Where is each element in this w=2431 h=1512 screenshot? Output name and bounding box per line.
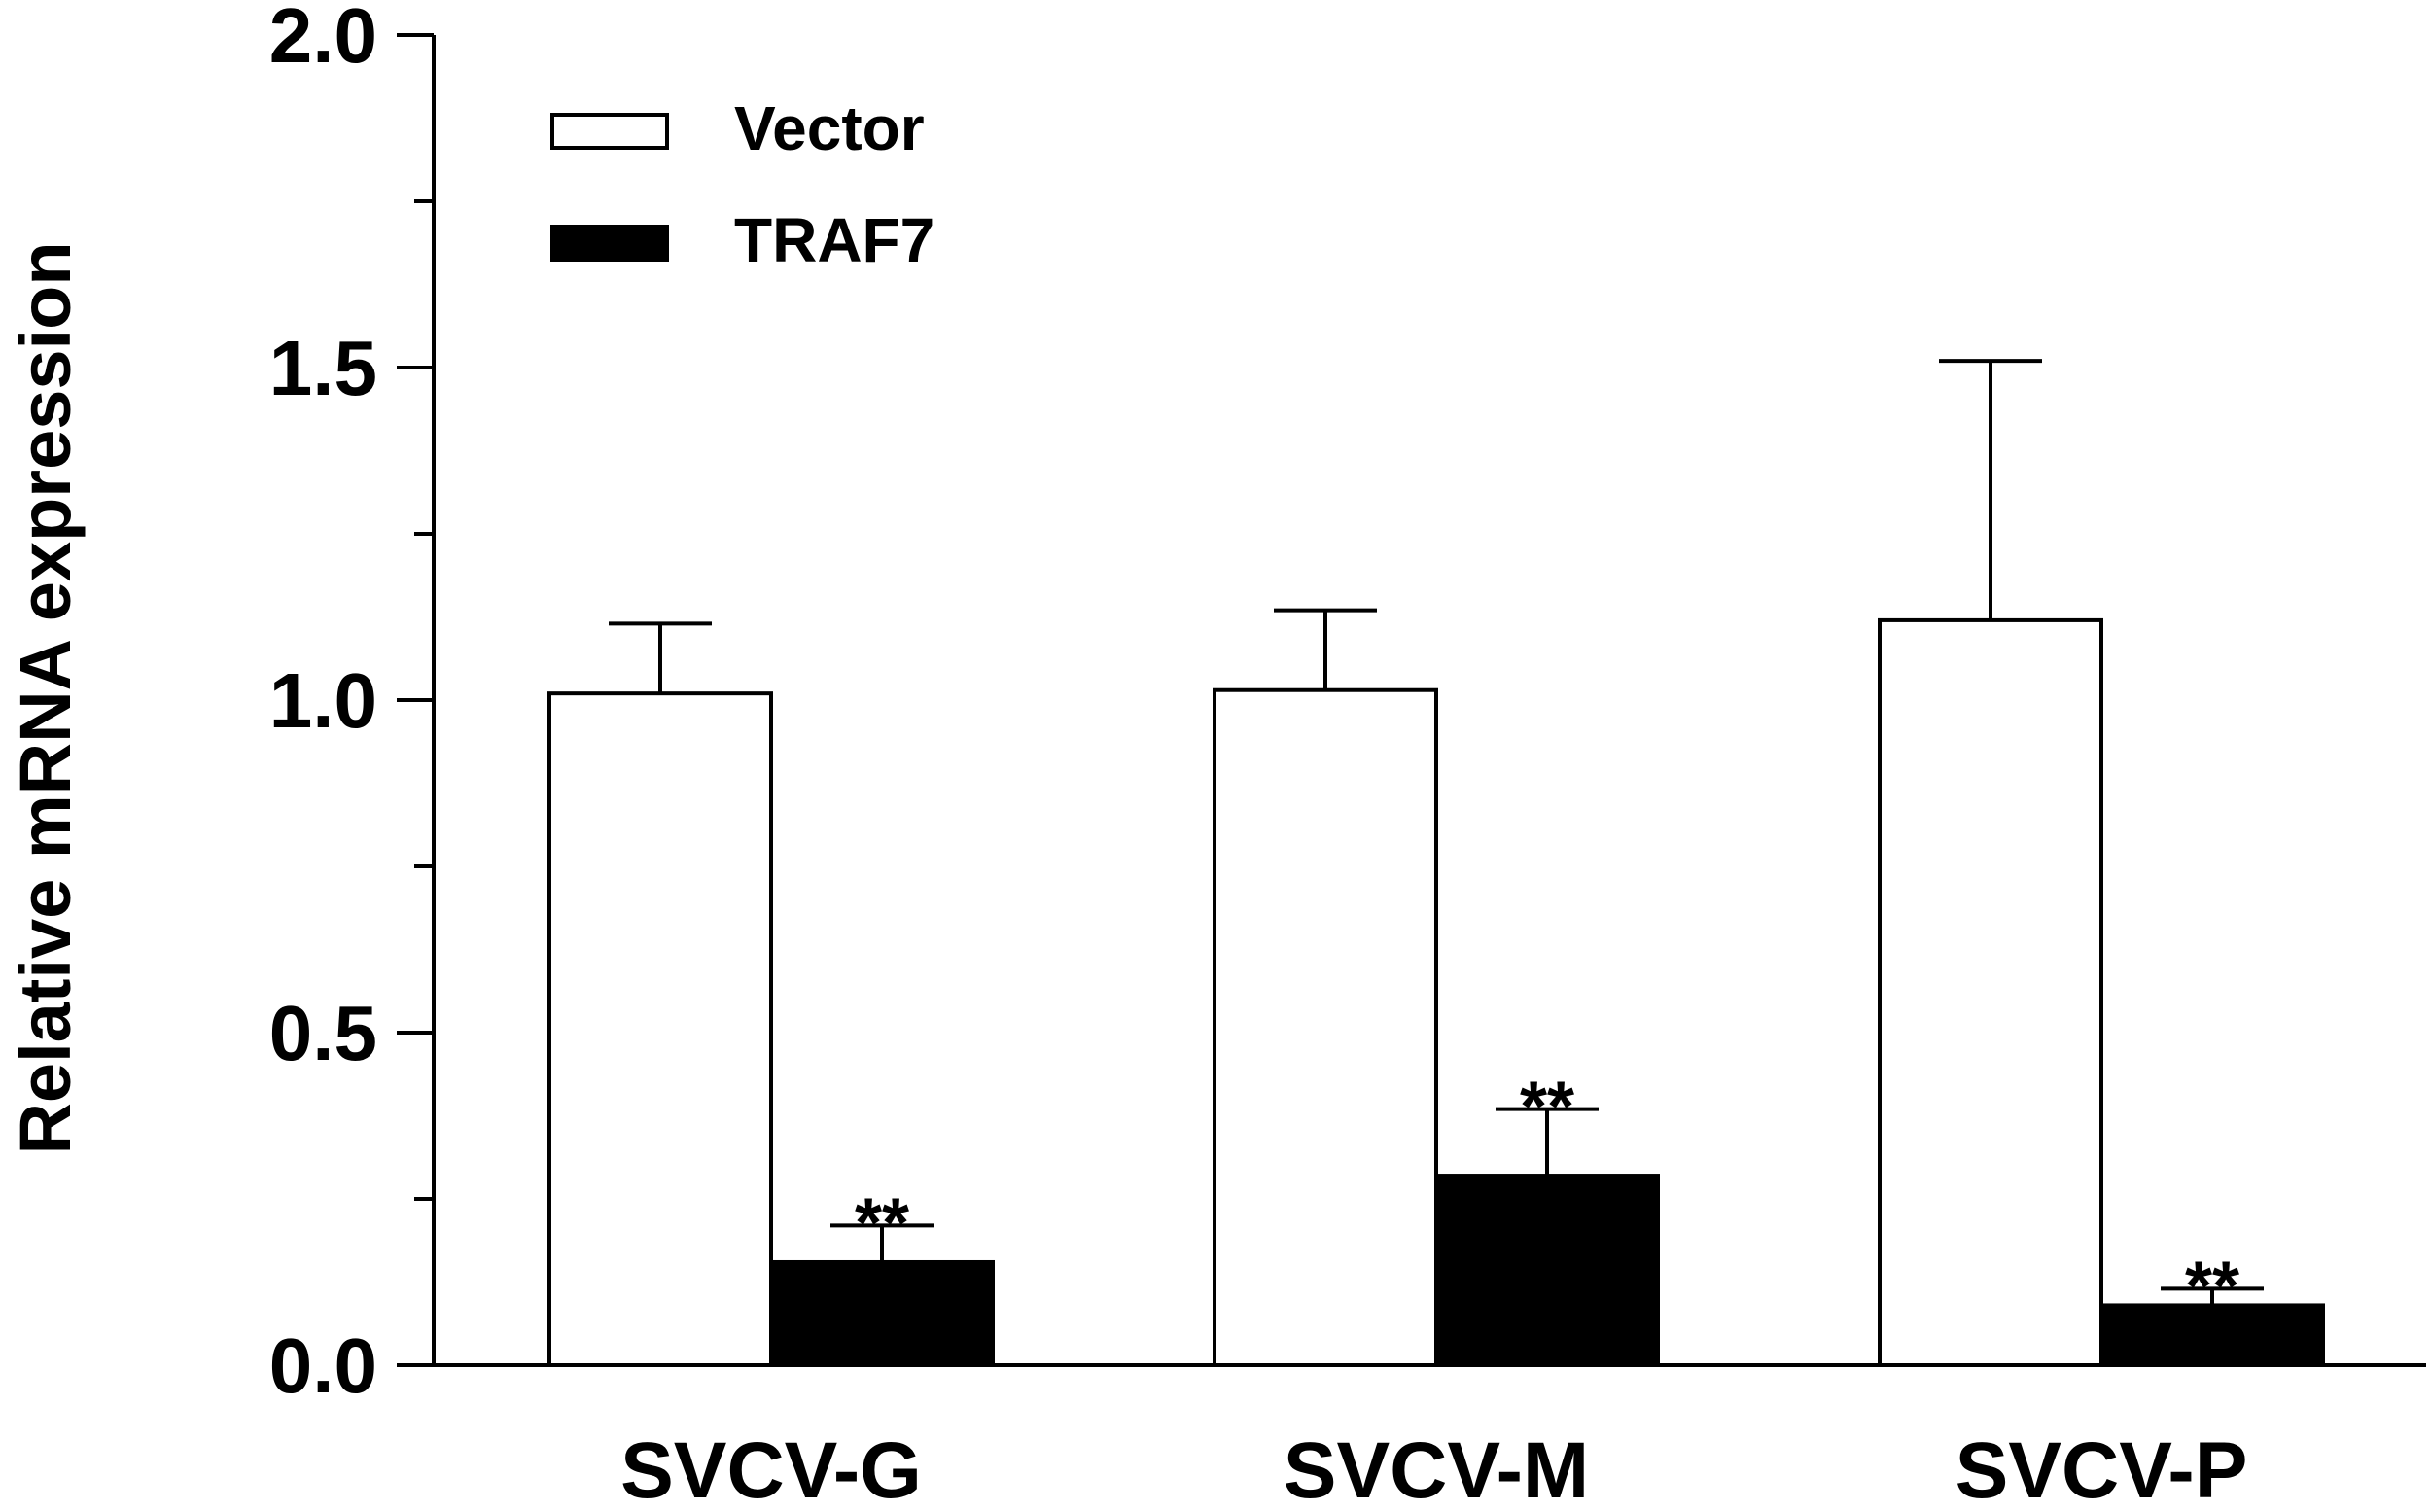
significance-marker: ** bbox=[855, 1184, 909, 1262]
bar-traf7-svcv-p bbox=[2099, 1303, 2325, 1367]
bar-traf7-svcv-g bbox=[769, 1259, 995, 1367]
bar-traf7-svcv-m bbox=[1434, 1174, 1660, 1368]
bar-vector-svcv-p bbox=[1878, 617, 2103, 1367]
legend-label-traf7: TRAF7 bbox=[734, 205, 934, 275]
legend-label-vector: Vector bbox=[734, 93, 925, 163]
significance-annotations: ** ** ** bbox=[855, 1069, 2239, 1326]
bar-vector-svcv-g bbox=[547, 691, 773, 1367]
y-axis-label: Relative mRNA expression bbox=[5, 241, 86, 1154]
significance-marker: ** bbox=[2185, 1248, 2239, 1325]
significance-marker: ** bbox=[1520, 1069, 1574, 1146]
bars bbox=[547, 617, 2325, 1368]
y-tick-label: 1.5 bbox=[269, 325, 377, 411]
legend-swatch-vector bbox=[550, 113, 669, 150]
bar-vector-svcv-m bbox=[1213, 687, 1438, 1367]
x-tick-label: SVCV-G bbox=[620, 1426, 922, 1512]
y-tick-label: 0.0 bbox=[269, 1322, 377, 1409]
y-tick-label: 1.0 bbox=[269, 657, 377, 744]
y-tick-label: 0.5 bbox=[269, 990, 377, 1076]
tick-labels: 0.0 0.5 1.0 1.5 2.0 SVCV-G SVCV-M SVCV-P bbox=[269, 0, 2248, 1512]
legend-swatch-traf7 bbox=[550, 225, 669, 262]
error-bars bbox=[609, 359, 2264, 1306]
x-tick-label: SVCV-P bbox=[1955, 1426, 2248, 1512]
x-tick-label: SVCV-M bbox=[1284, 1426, 1589, 1512]
legend: Vector TRAF7 bbox=[550, 93, 934, 275]
y-tick-label: 2.0 bbox=[269, 0, 377, 79]
